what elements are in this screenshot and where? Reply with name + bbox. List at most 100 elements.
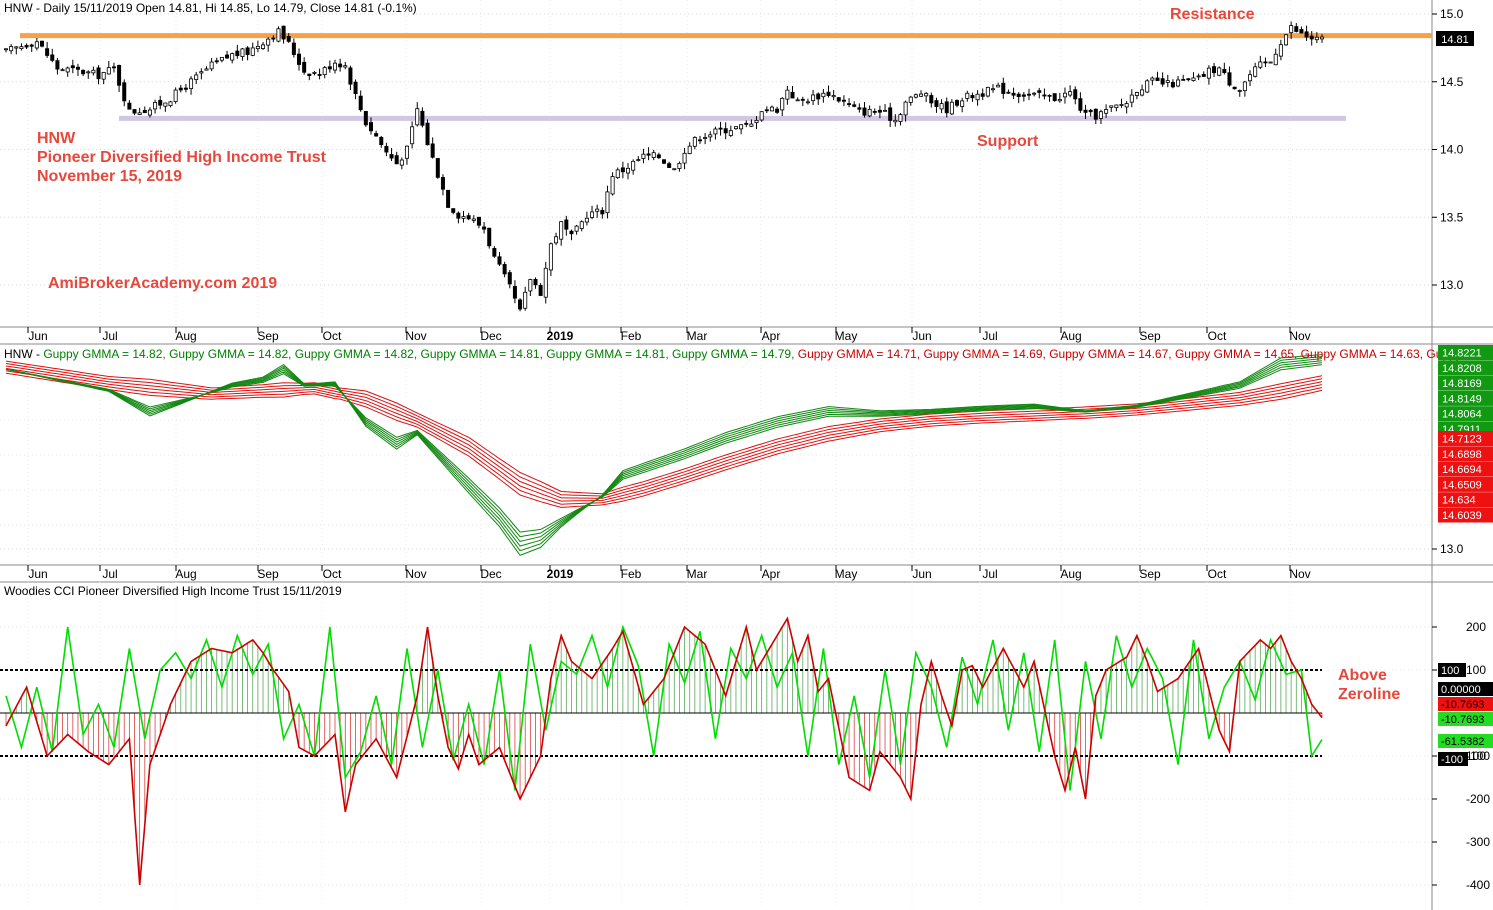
candle-body bbox=[415, 108, 420, 126]
month-label: Dec bbox=[480, 329, 501, 343]
candle-body bbox=[178, 87, 183, 91]
candle-body bbox=[1104, 109, 1109, 114]
candle-body bbox=[255, 45, 260, 50]
candle-body bbox=[790, 91, 795, 99]
candle-body bbox=[554, 236, 559, 244]
candle-body bbox=[703, 137, 708, 139]
cci-value-label: -10.7693 bbox=[1441, 699, 1484, 711]
candle-body bbox=[1026, 93, 1031, 96]
candle-body bbox=[939, 103, 944, 110]
candle-body bbox=[1294, 26, 1299, 32]
candle-body bbox=[867, 108, 872, 117]
last-price-label: 14.81 bbox=[1441, 34, 1469, 46]
cci-lower-level-label: -100 bbox=[1441, 754, 1463, 766]
candle-body bbox=[1124, 103, 1129, 108]
candle-body bbox=[250, 47, 255, 56]
candle-body bbox=[266, 38, 271, 46]
candle-body bbox=[1006, 91, 1011, 94]
candle-body bbox=[1068, 91, 1073, 96]
candle-body bbox=[543, 267, 548, 298]
candle-body bbox=[636, 159, 641, 161]
price-grid bbox=[0, 0, 1432, 327]
month-label: Mar bbox=[687, 329, 708, 343]
candle-body bbox=[620, 167, 625, 173]
gmma-value-box bbox=[1438, 476, 1493, 492]
price-candles bbox=[4, 21, 1325, 312]
cci-tick-label: 200 bbox=[1466, 620, 1486, 634]
candle-body bbox=[1289, 25, 1294, 34]
gmma-value-box bbox=[1438, 345, 1493, 360]
date-annotation: November 15, 2019 bbox=[37, 168, 182, 185]
candle-body bbox=[713, 128, 718, 135]
candle-body bbox=[1098, 111, 1103, 119]
resistance-annotation: Resistance bbox=[1170, 6, 1255, 23]
candle-body bbox=[163, 102, 168, 107]
candle-body bbox=[1309, 35, 1314, 40]
candle-body bbox=[1037, 90, 1042, 93]
cci-upper-level-label: 100 bbox=[1441, 665, 1459, 677]
candle-body bbox=[1021, 94, 1026, 97]
candle-body bbox=[1186, 78, 1191, 81]
candle-body bbox=[430, 143, 435, 158]
candle-body bbox=[425, 122, 430, 146]
candle-body bbox=[1011, 92, 1016, 96]
candle-body bbox=[1083, 109, 1088, 113]
candle-body bbox=[225, 54, 230, 59]
candle-body bbox=[446, 189, 451, 208]
candle-body bbox=[1196, 75, 1201, 78]
candle-body bbox=[697, 139, 702, 142]
candle-body bbox=[692, 137, 697, 147]
candle-body bbox=[245, 47, 250, 55]
price-y-axis: 15.0 14.5 14.0 13.5 13.0 bbox=[1432, 7, 1464, 292]
candle-body bbox=[158, 99, 163, 106]
candle-body bbox=[1284, 34, 1289, 46]
candle-body bbox=[440, 177, 445, 190]
candle-body bbox=[482, 226, 487, 230]
candle-body bbox=[343, 65, 348, 68]
candle-body bbox=[1114, 104, 1119, 109]
candle-body bbox=[903, 101, 908, 116]
gmma-value-box bbox=[1438, 360, 1493, 376]
month-label: Jul bbox=[982, 329, 997, 343]
cci-tick-label: -200 bbox=[1466, 792, 1490, 806]
month-label: May bbox=[835, 567, 858, 581]
candle-body bbox=[960, 100, 965, 107]
candle-body bbox=[944, 101, 949, 114]
candle-body bbox=[836, 97, 841, 102]
candle-body bbox=[754, 119, 759, 124]
candle-body bbox=[600, 209, 605, 215]
month-label: Jul bbox=[102, 567, 117, 581]
candle-body bbox=[451, 208, 456, 213]
candle-body bbox=[908, 96, 913, 103]
candle-body bbox=[507, 272, 512, 285]
turbo-cci-value-label-box bbox=[1438, 734, 1493, 748]
candle-body bbox=[106, 67, 111, 75]
candle-body bbox=[1242, 81, 1247, 92]
gmma-ribbons bbox=[5, 354, 1323, 556]
cci-green-value-label: -10.7693 bbox=[1441, 714, 1484, 726]
candle-body bbox=[1119, 104, 1124, 106]
candle-body bbox=[590, 211, 595, 218]
gmma-tick-label: 13.0 bbox=[1440, 542, 1464, 556]
candle-body bbox=[420, 110, 425, 126]
candle-body bbox=[610, 176, 615, 195]
candle-body bbox=[975, 93, 980, 101]
month-label: Jun bbox=[912, 329, 931, 343]
candle-body bbox=[605, 191, 610, 214]
candle-body bbox=[805, 101, 810, 104]
candle-body bbox=[502, 264, 507, 275]
candle-body bbox=[821, 92, 826, 98]
gmma-value-box bbox=[1438, 461, 1493, 477]
candle-body bbox=[687, 145, 692, 154]
cci-tick-label: 100 bbox=[1466, 749, 1486, 763]
candle-body bbox=[1129, 94, 1134, 103]
candle-body bbox=[45, 48, 50, 56]
turbo-cci-line bbox=[5, 624, 1323, 791]
candle-body bbox=[518, 299, 523, 310]
candle-body bbox=[898, 114, 903, 122]
candle-body bbox=[132, 109, 137, 114]
candle-body bbox=[235, 50, 240, 57]
candle-body bbox=[548, 243, 553, 271]
month-label: May bbox=[835, 329, 858, 343]
